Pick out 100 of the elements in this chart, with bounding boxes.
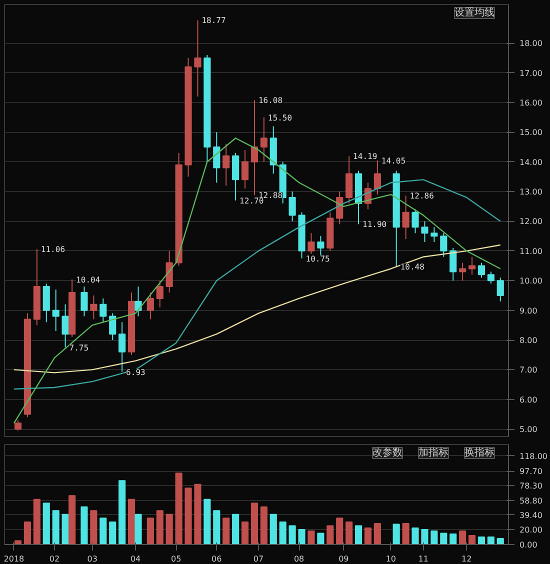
bar	[62, 514, 69, 544]
annotation: 10.48	[400, 262, 425, 272]
y-tick-label: 12.00	[520, 217, 542, 226]
y-tick-label: 20.00	[520, 525, 542, 534]
bar	[80, 506, 88, 544]
bar	[288, 525, 296, 544]
bar	[194, 484, 202, 544]
y-tick-label: 9.00	[520, 306, 538, 316]
candlestick	[14, 420, 22, 432]
x-tick-label: 2018	[4, 554, 24, 564]
bar	[421, 528, 428, 544]
x-tick-label: 07	[253, 554, 264, 564]
y-tick-label: 0.00	[520, 540, 538, 550]
y-tick-label: 8.00	[520, 336, 538, 346]
x-tick-label: 08	[294, 554, 304, 564]
y-tick-label: 118.00	[520, 452, 548, 461]
bar	[33, 498, 40, 544]
candlestick	[496, 277, 504, 302]
candlestick	[42, 283, 50, 323]
bar	[440, 532, 448, 544]
bar	[241, 521, 249, 544]
candlestick	[118, 322, 126, 372]
annotation: 7.75	[69, 343, 89, 352]
candlestick	[430, 226, 438, 243]
candlestick	[134, 286, 142, 317]
candlestick	[109, 312, 116, 341]
bar	[156, 510, 164, 544]
candlestick	[402, 195, 410, 240]
bar	[184, 488, 192, 544]
bar	[354, 525, 362, 544]
bar	[478, 536, 486, 544]
y-tick-label: 11.00	[520, 246, 542, 256]
candlestick	[52, 289, 60, 332]
x-tick-label: 11	[418, 554, 428, 564]
candlestick	[222, 144, 230, 186]
bar	[346, 521, 353, 544]
bar	[326, 525, 334, 544]
candlestick	[146, 292, 154, 320]
y-tick-label: 6.00	[520, 395, 538, 404]
candlestick	[288, 191, 296, 222]
bar	[260, 506, 268, 544]
candlestick	[450, 247, 457, 282]
bar	[308, 530, 315, 544]
candlestick	[250, 100, 258, 196]
annotation: 设置均线	[454, 6, 494, 18]
y-tick-label: 14.00	[520, 158, 542, 167]
bar	[52, 510, 60, 544]
bar	[468, 534, 476, 544]
candlestick	[80, 286, 88, 317]
candlestick	[90, 294, 98, 320]
bar	[364, 527, 372, 544]
annotation: 18.77	[202, 16, 226, 26]
candlestick	[374, 160, 381, 196]
candlestick	[478, 262, 486, 278]
bar	[487, 536, 494, 544]
bar	[450, 533, 457, 544]
bar	[392, 524, 400, 544]
candlestick	[421, 220, 428, 243]
bar	[496, 538, 504, 544]
annotation: 6.93	[126, 368, 146, 377]
bar	[402, 522, 410, 544]
candlestick	[156, 280, 164, 308]
candlestick	[62, 304, 69, 348]
y-tick-label: 13.00	[520, 188, 542, 197]
y-tick-label: 5.00	[520, 425, 538, 434]
candlestick	[317, 236, 324, 258]
bar	[270, 514, 277, 544]
bar	[14, 540, 22, 544]
bar	[68, 495, 76, 544]
candlestick	[194, 20, 202, 98]
candlestick	[468, 256, 476, 276]
bar	[232, 514, 240, 544]
bar	[90, 510, 98, 544]
y-tick-label: 15.00	[520, 128, 542, 138]
bar	[430, 530, 438, 544]
annotation: 加指标	[418, 446, 448, 458]
x-tick-label: 06	[212, 554, 222, 564]
x-tick-label: 03	[87, 554, 98, 564]
candlestick	[100, 298, 107, 323]
bar	[100, 518, 107, 544]
candlestick	[308, 232, 315, 254]
line-series	[13, 179, 501, 390]
annotation: 10.04	[76, 275, 100, 284]
annotation: 10.75	[306, 254, 330, 264]
candlestick	[260, 116, 268, 162]
candlestick	[232, 152, 240, 201]
annotation: 16.08	[258, 96, 283, 106]
candlestick	[166, 250, 173, 293]
y-tick-label: 18.00	[520, 39, 542, 48]
x-tick-label: 04	[130, 554, 141, 564]
annotation: 14.05	[381, 156, 406, 166]
x-tick-label: 05	[171, 554, 182, 564]
candlestick	[241, 149, 249, 190]
bar	[412, 527, 419, 544]
annotation: 换指标	[464, 446, 494, 458]
bar	[118, 480, 126, 544]
bar	[213, 510, 220, 544]
y-tick-label: 16.00	[520, 98, 542, 108]
bar	[109, 521, 116, 544]
x-tick-label: 02	[49, 554, 60, 564]
